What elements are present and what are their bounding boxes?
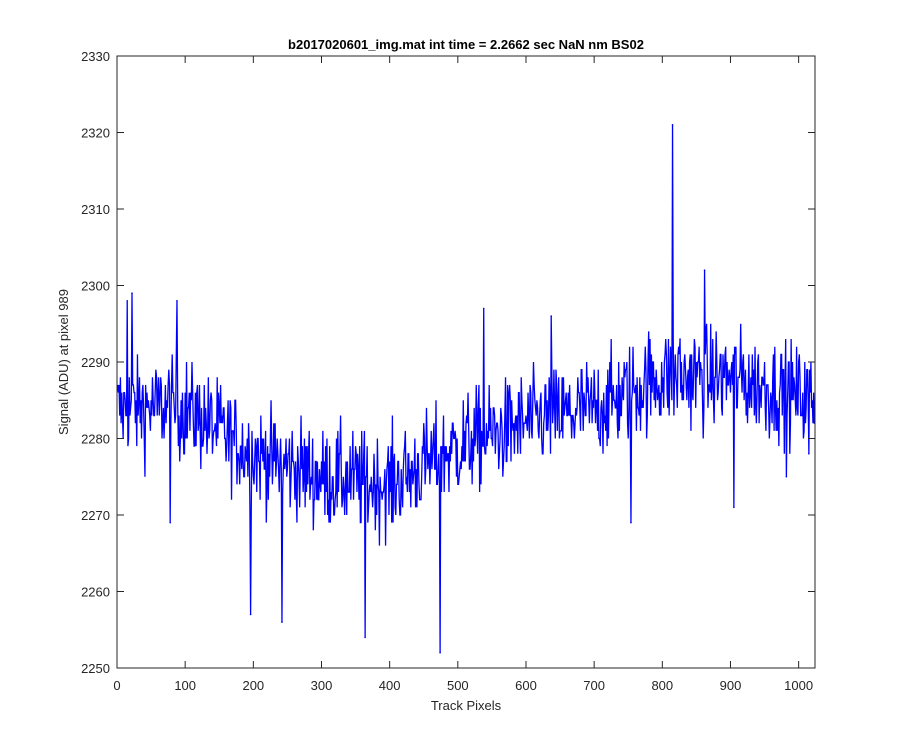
y-tick-label: 2310 (81, 202, 110, 217)
data-point (131, 292, 133, 294)
data-point (733, 506, 735, 509)
y-tick-label: 2250 (81, 661, 110, 676)
data-point (808, 453, 810, 455)
data-point (176, 300, 178, 302)
data-point (785, 475, 788, 478)
chart-title: b2017020601_img.mat int time = 2.2662 se… (288, 37, 644, 52)
y-axis: 2250 2260 2270 2280 2290 2300 2310 2320 2330 (81, 49, 815, 676)
data-point (281, 621, 283, 623)
x-axis-label: Track Pixels (431, 698, 502, 713)
data-point (550, 315, 553, 317)
data-point (126, 300, 129, 302)
y-tick-label: 2280 (81, 432, 110, 447)
x-tick-label: 200 (242, 678, 264, 693)
data-point (482, 307, 485, 310)
x-tick-label: 400 (379, 678, 401, 693)
x-tick-label: 800 (651, 678, 673, 693)
y-tick-label: 2270 (81, 508, 110, 523)
y-tick-label: 2300 (81, 279, 110, 294)
data-point (671, 124, 674, 126)
y-tick-label: 2330 (81, 49, 110, 64)
x-tick-label: 900 (720, 678, 742, 693)
data-point (364, 636, 366, 639)
data-points (126, 124, 810, 654)
x-axis: 0 100 200 300 400 500 600 700 800 900 1000 (113, 56, 813, 693)
data-point (439, 651, 441, 654)
x-tick-label: 500 (447, 678, 469, 693)
x-tick-label: 1000 (784, 678, 813, 693)
y-axis-label: Signal (ADU) at pixel 989 (56, 289, 71, 435)
data-point (679, 338, 681, 340)
y-tick-label: 2260 (81, 585, 110, 600)
data-series-line (117, 124, 815, 653)
x-tick-label: 0 (113, 678, 120, 693)
data-point (249, 613, 252, 616)
data-point (703, 269, 706, 272)
x-tick-label: 700 (583, 678, 605, 693)
data-point (630, 521, 632, 524)
y-tick-label: 2320 (81, 126, 110, 141)
data-point (169, 521, 171, 524)
x-tick-label: 300 (311, 678, 333, 693)
y-tick-label: 2290 (81, 355, 110, 370)
x-tick-label: 100 (174, 678, 196, 693)
x-tick-label: 600 (515, 678, 537, 693)
